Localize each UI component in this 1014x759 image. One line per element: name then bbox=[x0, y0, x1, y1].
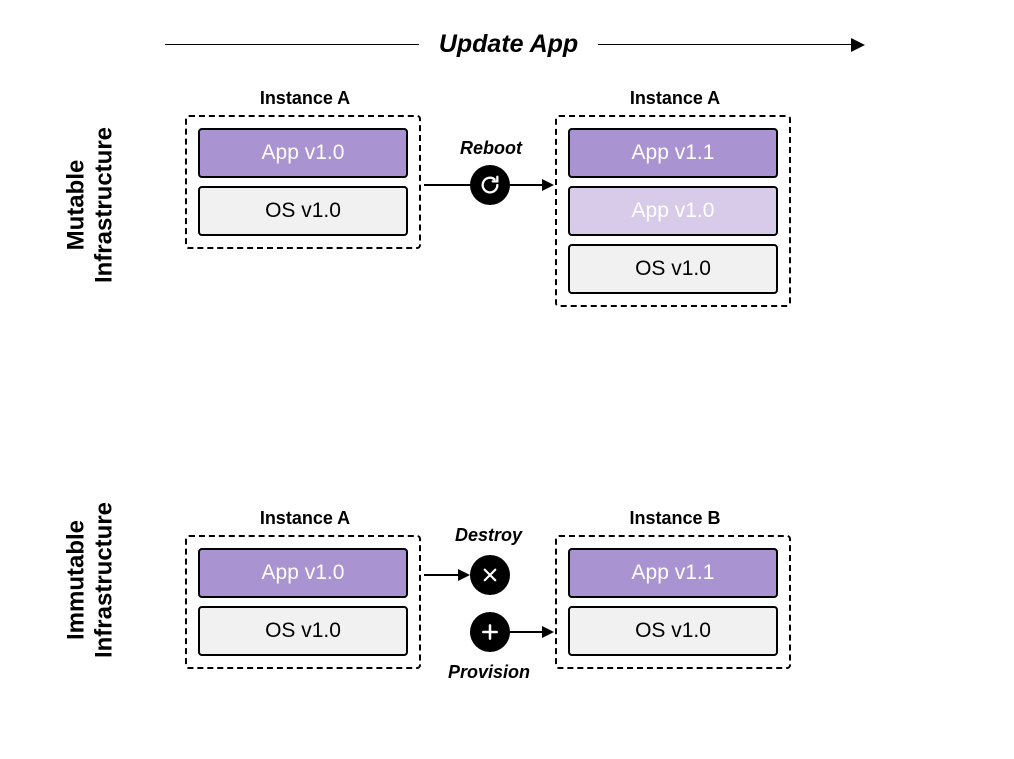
instance-title-immutable-right: Instance B bbox=[615, 508, 735, 529]
op-label-provision: Provision bbox=[448, 662, 530, 683]
op-label-reboot: Reboot bbox=[460, 138, 522, 159]
instance-title-mutable-right: Instance A bbox=[615, 88, 735, 109]
layer-app: App v1.1 bbox=[568, 128, 778, 178]
connector-destroy bbox=[424, 574, 459, 576]
instance-box-mutable-left: App v1.0 OS v1.0 bbox=[185, 115, 421, 249]
instance-box-immutable-left: App v1.0 OS v1.0 bbox=[185, 535, 421, 669]
header-arrow-line-right bbox=[598, 44, 852, 45]
infra-diagram: Update App Mutable Infrastructure Instan… bbox=[0, 0, 1014, 759]
arrowhead-icon bbox=[542, 179, 554, 191]
header-arrowhead-icon bbox=[851, 38, 865, 52]
op-label-destroy: Destroy bbox=[455, 525, 522, 546]
layer-app-faded: App v1.0 bbox=[568, 186, 778, 236]
layer-os: OS v1.0 bbox=[198, 606, 408, 656]
layer-app: App v1.0 bbox=[198, 128, 408, 178]
layer-os: OS v1.0 bbox=[198, 186, 408, 236]
row-label-mutable-line1: Mutable bbox=[62, 160, 89, 251]
layer-os: OS v1.0 bbox=[568, 244, 778, 294]
layer-app: App v1.0 bbox=[198, 548, 408, 598]
arrowhead-icon bbox=[458, 569, 470, 581]
instance-box-mutable-right: App v1.1 App v1.0 OS v1.0 bbox=[555, 115, 791, 307]
arrowhead-icon bbox=[542, 626, 554, 638]
layer-app: App v1.1 bbox=[568, 548, 778, 598]
connector-provision bbox=[510, 631, 542, 633]
header-arrow: Update App bbox=[165, 30, 865, 59]
instance-title-immutable-left: Instance A bbox=[245, 508, 365, 529]
row-label-mutable-line2: Infrastructure bbox=[90, 127, 117, 283]
provision-icon bbox=[470, 612, 510, 652]
row-label-mutable: Mutable Infrastructure bbox=[62, 127, 117, 283]
reboot-icon bbox=[470, 165, 510, 205]
row-label-immutable-line1: Immutable bbox=[62, 520, 89, 640]
diagram-title: Update App bbox=[419, 30, 598, 59]
destroy-icon bbox=[470, 555, 510, 595]
layer-os: OS v1.0 bbox=[568, 606, 778, 656]
instance-box-immutable-right: App v1.1 OS v1.0 bbox=[555, 535, 791, 669]
row-label-immutable: Immutable Infrastructure bbox=[62, 502, 117, 658]
header-arrow-line-left bbox=[165, 44, 419, 45]
row-label-immutable-line2: Infrastructure bbox=[90, 502, 117, 658]
instance-title-mutable-left: Instance A bbox=[245, 88, 365, 109]
